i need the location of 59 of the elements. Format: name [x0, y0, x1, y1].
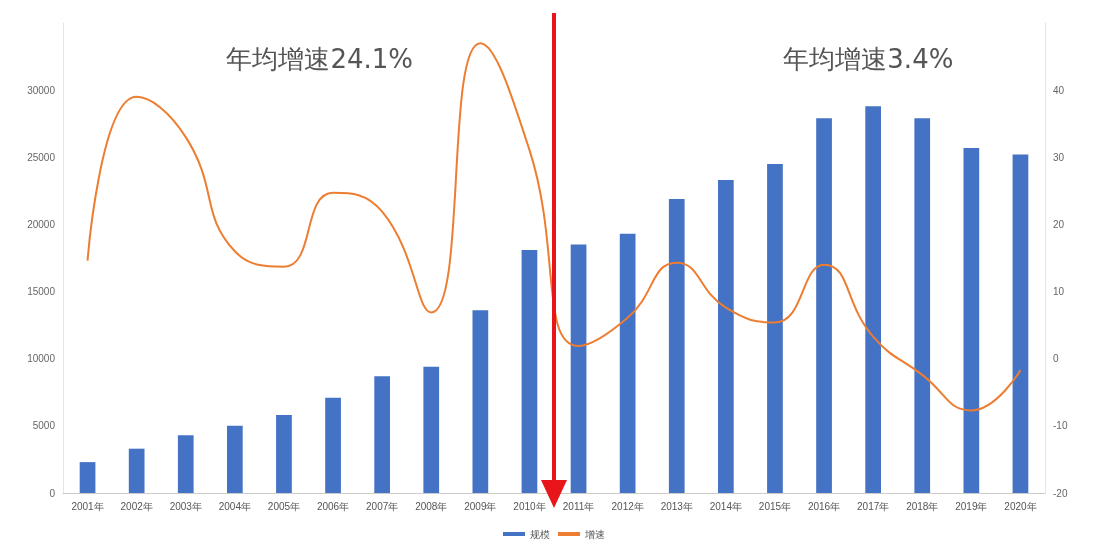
y-tick-label: 10000 — [27, 353, 56, 365]
bar — [816, 118, 832, 493]
y2-tick-label: 30 — [1053, 151, 1065, 163]
x-tick-label: 2019年 — [955, 500, 988, 512]
line-series — [86, 42, 1022, 412]
annotation: 年均增速3.4% — [783, 44, 954, 74]
x-tick-label: 2004年 — [218, 500, 251, 512]
x-tick-label: 2014年 — [709, 500, 742, 512]
y2-tick-label: -10 — [1053, 420, 1068, 432]
bar — [865, 106, 882, 493]
x-tick-label: 2017年 — [857, 500, 890, 512]
bar — [1012, 154, 1029, 493]
y2-tick-label: 20 — [1053, 218, 1065, 230]
y2-tick-label: 0 — [1053, 353, 1059, 365]
y2-tick-label: 40 — [1053, 84, 1065, 96]
y2-tick-label: -20 — [1053, 487, 1068, 499]
x-tick-label: 2011年 — [562, 500, 595, 512]
x-tick-label: 2012年 — [611, 500, 644, 512]
y-tick-label: 20000 — [27, 218, 56, 230]
x-tick-label: 2010年 — [513, 500, 546, 512]
x-tick-label: 2008年 — [415, 500, 448, 512]
x-tick-label: 2001年 — [71, 500, 104, 512]
x-tick-label: 2006年 — [316, 500, 350, 512]
bar — [423, 366, 440, 493]
bar — [717, 180, 734, 493]
bar — [472, 310, 489, 493]
bar — [570, 244, 587, 493]
x-tick-label: 2007年 — [366, 500, 399, 512]
y-tick-label: 0 — [49, 487, 56, 499]
bar — [619, 233, 636, 493]
legend-label: 增速 — [584, 528, 605, 540]
bar — [767, 164, 783, 493]
y2-tick-label: 10 — [1053, 286, 1065, 298]
x-tick-label: 2013年 — [660, 500, 693, 512]
bar — [521, 249, 538, 493]
x-tick-label: 2020年 — [1004, 500, 1037, 512]
y-tick-label: 25000 — [27, 151, 56, 163]
bar — [325, 397, 341, 493]
annotation: 年均增速24.1% — [226, 44, 414, 74]
bar — [914, 118, 931, 493]
x-tick-label: 2002年 — [120, 500, 153, 512]
x-tick-label: 2016年 — [807, 500, 841, 512]
x-tick-label: 2005年 — [267, 500, 301, 512]
x-tick-label: 2015年 — [758, 500, 792, 512]
bar — [226, 425, 243, 493]
y-tick-label: 5000 — [32, 420, 56, 432]
bar — [79, 462, 96, 493]
bar — [128, 448, 145, 493]
bar — [668, 198, 685, 493]
y-tick-label: 30000 — [27, 84, 56, 96]
bar — [963, 147, 980, 493]
bar — [177, 435, 194, 493]
x-tick-label: 2009年 — [464, 500, 497, 512]
bar — [374, 376, 391, 493]
x-tick-label: 2003年 — [169, 500, 202, 512]
bar — [276, 415, 292, 493]
x-tick-label: 2018年 — [906, 500, 939, 512]
legend-label: 规模 — [530, 528, 550, 540]
y-tick-label: 15000 — [27, 286, 56, 298]
